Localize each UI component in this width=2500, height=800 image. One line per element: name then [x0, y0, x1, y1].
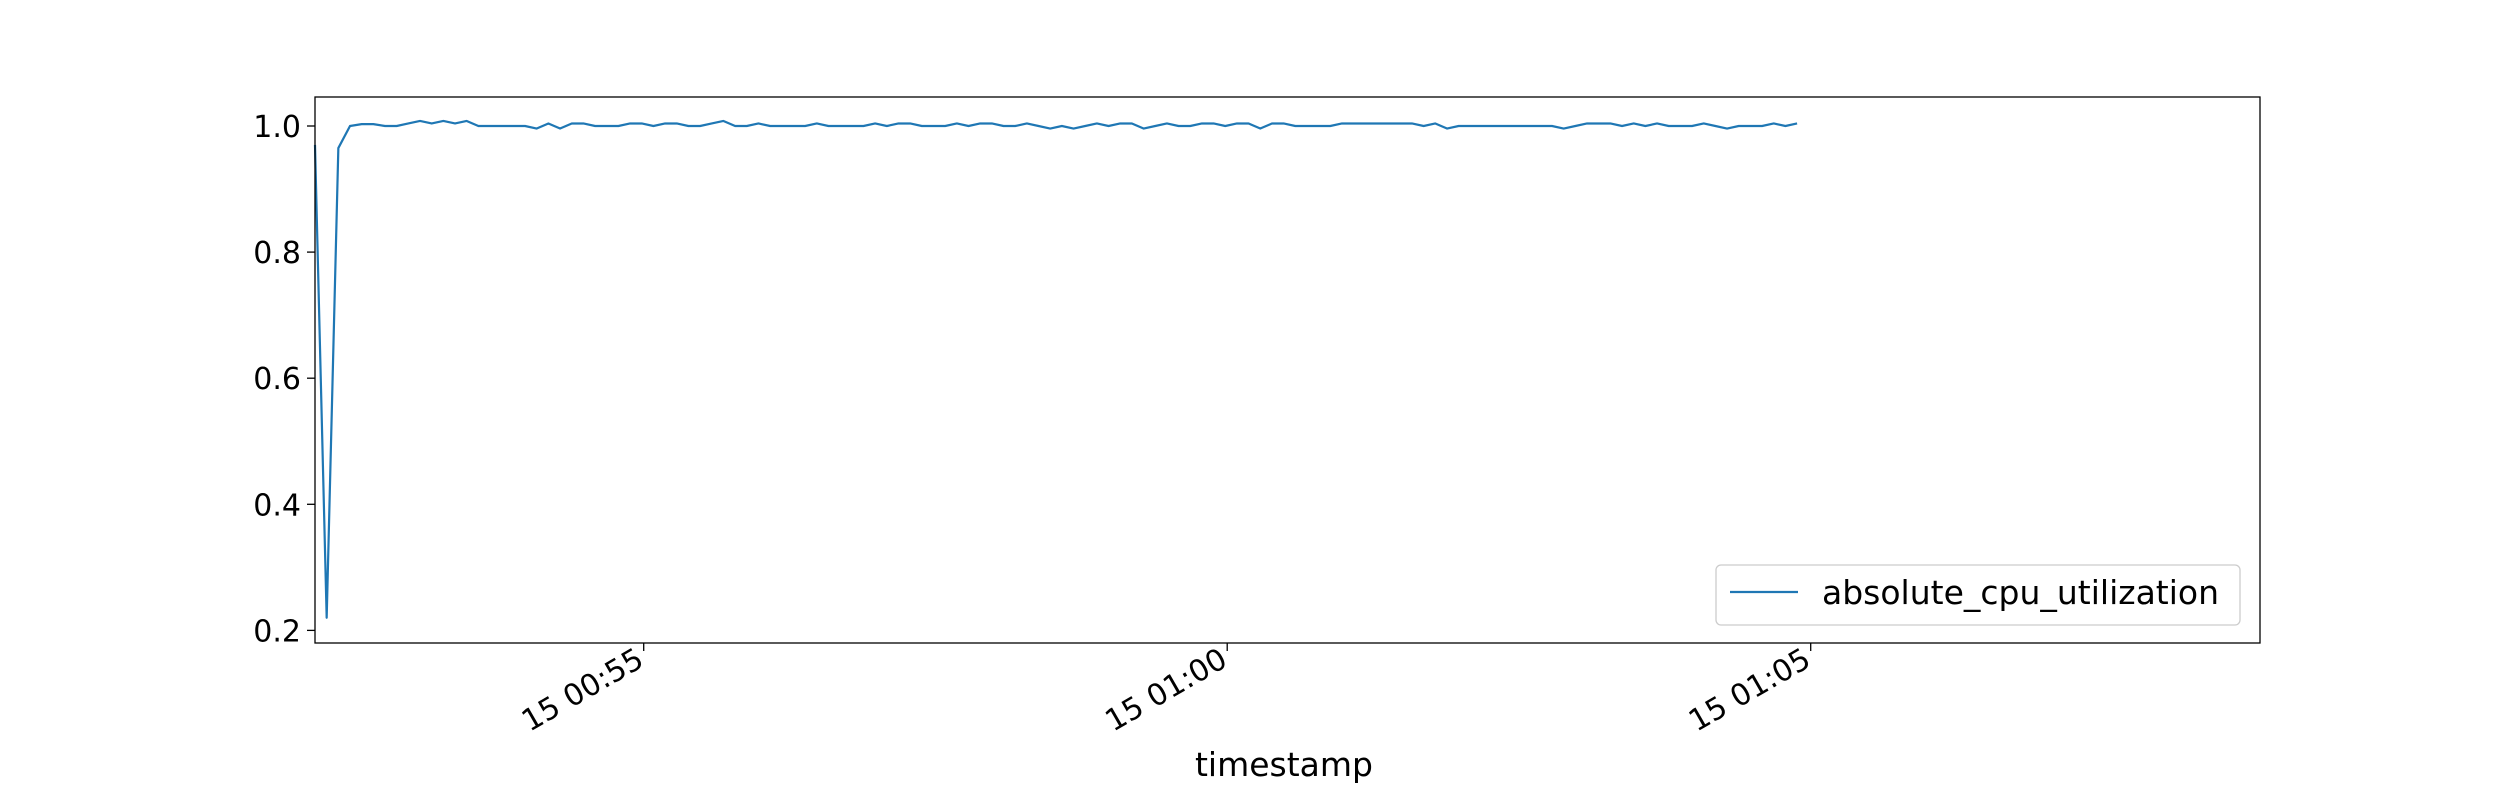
legend-box — [1715, 564, 2241, 626]
y-axis: 0.2 0.4 0.6 0.8 1.0 — [253, 110, 315, 649]
legend-label-absolute-cpu-utilization: absolute_cpu_utilization — [1822, 573, 2219, 612]
y-tick-label: 0.2 — [253, 614, 301, 649]
x-axis-title: timestamp — [1195, 745, 1373, 784]
y-tick-label: 0.8 — [253, 236, 301, 271]
axes-frame — [314, 96, 2261, 644]
series-line-absolute-cpu-utilization — [313, 119, 1798, 619]
plot-area — [313, 119, 1798, 619]
y-tick-label: 0.6 — [253, 362, 301, 397]
y-tick-label: 0.4 — [253, 488, 301, 523]
legend: absolute_cpu_utilization — [1715, 564, 2241, 626]
y-tick-label: 1.0 — [253, 110, 301, 145]
